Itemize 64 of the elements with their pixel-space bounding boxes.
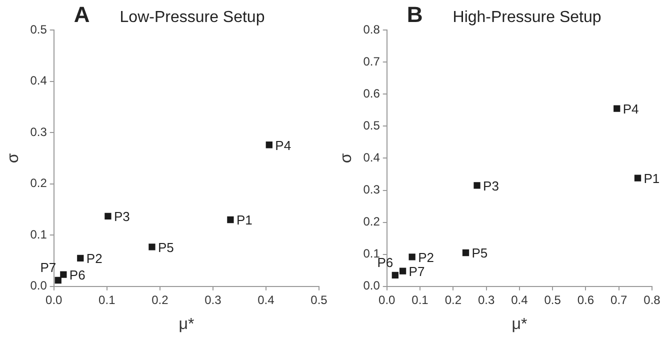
x-tick-label: 0.4 bbox=[258, 292, 275, 307]
annotation: P3 bbox=[114, 209, 130, 224]
point bbox=[266, 142, 272, 148]
y-tick-label: 0.1 bbox=[30, 227, 48, 242]
x-tick-label: 0.2 bbox=[444, 292, 462, 307]
x-tick-label: 0.0 bbox=[46, 292, 63, 307]
y-tick-label: 0.4 bbox=[30, 74, 48, 88]
y-tick-label: 0.2 bbox=[363, 214, 380, 229]
annotation: P7 bbox=[40, 260, 56, 276]
point bbox=[474, 182, 480, 189]
y-tick-label: 0.5 bbox=[30, 22, 48, 36]
annotation: P4 bbox=[622, 102, 639, 117]
annotation: P1 bbox=[644, 171, 660, 186]
x-tick-label: 0.7 bbox=[610, 292, 628, 307]
annotation: P2 bbox=[418, 250, 434, 265]
y-tick-label: 0.0 bbox=[30, 278, 48, 293]
point bbox=[54, 276, 62, 284]
point bbox=[227, 216, 234, 224]
annotation: P4 bbox=[275, 138, 292, 153]
x-tick-label: 0.5 bbox=[310, 292, 328, 307]
text: A bbox=[74, 2, 90, 27]
point bbox=[148, 244, 156, 250]
y-tick-label: 0.5 bbox=[363, 118, 380, 132]
x-tick-label: 0.6 bbox=[577, 292, 594, 307]
point bbox=[634, 174, 642, 182]
y-tick-label: 0.3 bbox=[363, 182, 380, 197]
chart-title: High-Pressure Setup bbox=[452, 9, 602, 26]
text: B bbox=[406, 2, 423, 27]
point bbox=[614, 105, 620, 112]
point bbox=[408, 254, 416, 260]
point bbox=[77, 254, 84, 262]
annotation: P3 bbox=[483, 178, 499, 194]
y-tick-label: 0.4 bbox=[363, 150, 380, 165]
point bbox=[60, 271, 67, 278]
annotation: P6 bbox=[69, 268, 86, 283]
point bbox=[104, 212, 112, 220]
y-tick-label: 0.0 bbox=[363, 278, 380, 293]
x-tick-label: 0.1 bbox=[98, 292, 116, 307]
x-axis-title: μ* bbox=[178, 316, 194, 333]
y-tick-label: 0.8 bbox=[363, 22, 380, 36]
point bbox=[392, 272, 398, 279]
x-tick-label: 0.0 bbox=[378, 292, 396, 307]
point bbox=[399, 268, 406, 274]
annotation: P7 bbox=[408, 264, 425, 280]
y-tick-label: 0.7 bbox=[363, 54, 380, 68]
x-tick-label: 0.8 bbox=[644, 292, 661, 307]
x-tick-label: 0.4 bbox=[511, 292, 528, 307]
annotation: P2 bbox=[86, 251, 102, 266]
y-axis-title: σ bbox=[5, 153, 22, 164]
annotation: P5 bbox=[472, 246, 488, 261]
annotation: P1 bbox=[236, 212, 252, 228]
y-tick-label: 0.3 bbox=[30, 124, 48, 139]
x-tick-label: 0.5 bbox=[544, 292, 562, 307]
annotation: P5 bbox=[158, 240, 174, 255]
x-tick-label: 0.3 bbox=[478, 292, 495, 307]
x-tick-label: 0.3 bbox=[204, 292, 222, 307]
y-axis-title: σ bbox=[338, 153, 356, 164]
x-tick-label: 0.1 bbox=[412, 292, 429, 307]
x-tick-label: 0.2 bbox=[152, 292, 169, 307]
x-axis-title: μ* bbox=[512, 316, 528, 333]
y-tick-label: 0.2 bbox=[30, 176, 48, 190]
chart-title: Low-Pressure Setup bbox=[120, 9, 265, 26]
y-tick-label: 0.6 bbox=[363, 86, 380, 100]
point bbox=[462, 249, 470, 256]
